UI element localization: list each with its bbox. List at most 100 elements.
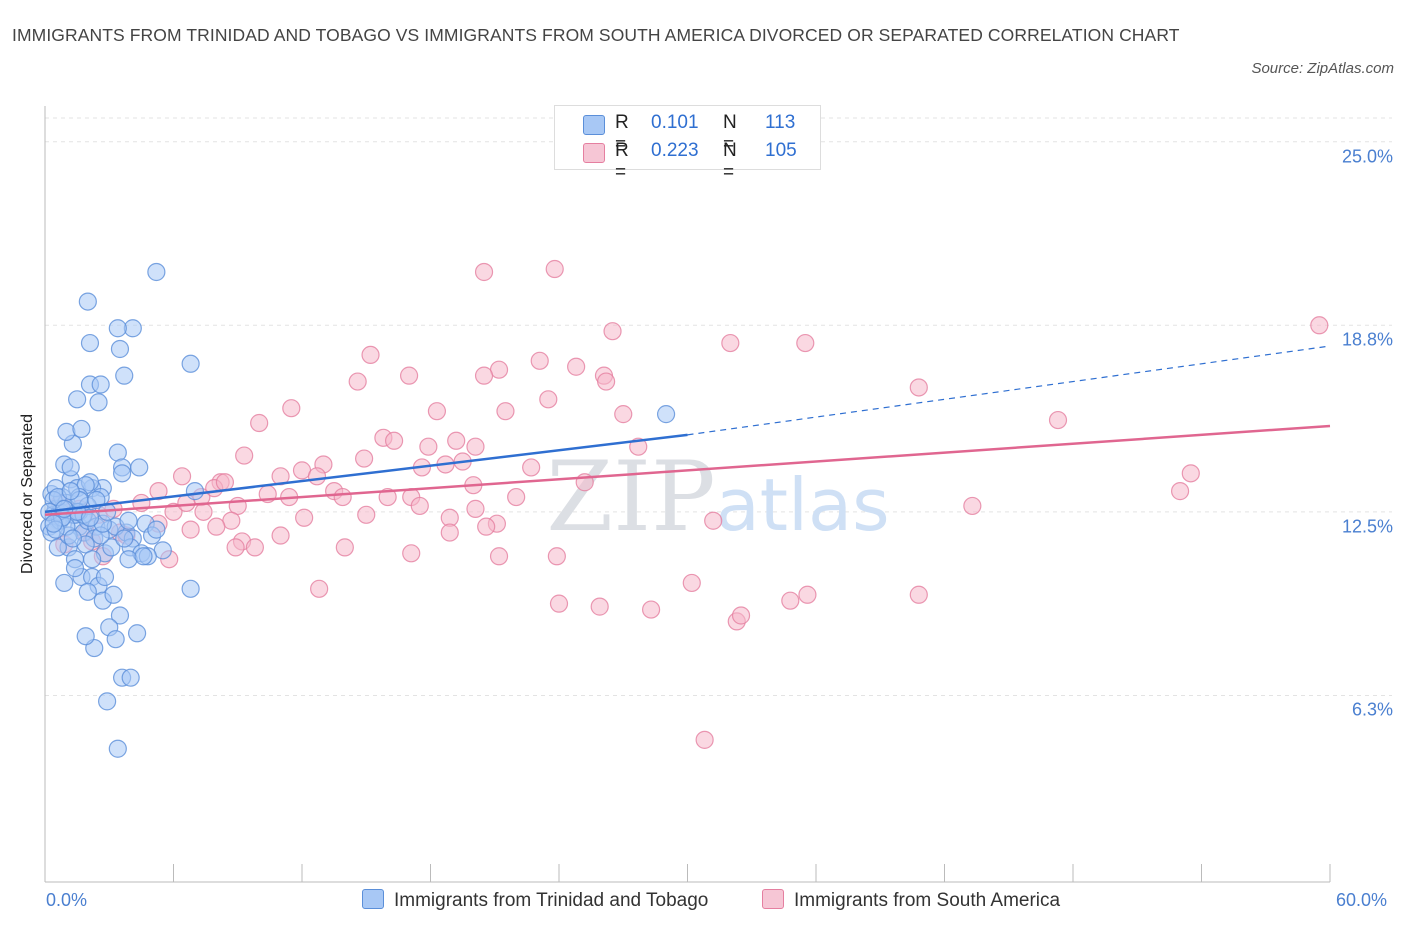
data-point	[207, 517, 226, 536]
data-point	[83, 550, 102, 569]
data-point	[539, 390, 558, 409]
data-point	[57, 422, 76, 441]
data-point	[466, 499, 485, 518]
data-point	[399, 366, 419, 385]
data-point	[48, 538, 67, 557]
data-point	[963, 496, 982, 516]
data-point	[108, 739, 127, 758]
gridlines	[45, 117, 1392, 696]
data-point	[61, 458, 80, 477]
bottom-legend-south-america: Immigrants from South America	[762, 889, 1060, 912]
data-point	[215, 473, 234, 492]
data-point	[194, 502, 213, 521]
data-point	[384, 431, 404, 450]
data-point	[547, 547, 566, 566]
data-point	[112, 464, 132, 483]
data-point	[447, 431, 466, 450]
data-point	[590, 597, 609, 616]
series-trinidad-points	[40, 262, 676, 758]
r-label: R =	[615, 112, 629, 155]
data-point	[185, 482, 205, 501]
data-point	[307, 467, 327, 486]
data-point	[682, 573, 701, 593]
data-point	[530, 351, 549, 370]
data-point	[1170, 482, 1190, 501]
data-point	[1310, 316, 1329, 335]
data-point	[147, 262, 166, 282]
series-name: Immigrants from Trinidad and Tobago	[394, 890, 709, 911]
data-point	[104, 585, 123, 604]
source-label: Source: ZipAtlas.com	[1251, 60, 1394, 77]
data-point	[357, 505, 376, 524]
y-tick-label: 18.8%	[1341, 329, 1393, 350]
legend-swatch-blue	[583, 115, 605, 135]
data-point	[121, 668, 140, 687]
trend-line-south-america	[44, 424, 1331, 517]
data-point	[466, 437, 485, 456]
data-point	[656, 405, 676, 424]
n-label: N =	[723, 112, 737, 155]
data-point	[98, 692, 117, 711]
data-point	[295, 508, 314, 527]
data-point	[1048, 410, 1068, 430]
x-tick-min: 0.0%	[46, 890, 88, 910]
data-point	[440, 523, 459, 542]
data-point	[597, 372, 616, 391]
data-point	[489, 547, 509, 566]
data-point	[44, 514, 63, 533]
data-point	[731, 606, 751, 625]
data-point	[95, 567, 115, 587]
data-point	[641, 600, 661, 619]
stats-legend: R = 0.101 N = 113 R = 0.223 N = 105	[554, 105, 821, 183]
data-point	[348, 372, 367, 391]
data-point	[474, 262, 494, 282]
data-point	[235, 446, 254, 465]
data-point	[106, 630, 125, 649]
data-point	[909, 378, 928, 397]
data-point	[614, 405, 633, 424]
data-point	[78, 582, 97, 601]
x-tick-max: 60.0%	[1336, 890, 1388, 910]
chart-title: IMMIGRANTS FROM TRINIDAD AND TOBAGO VS I…	[12, 25, 1180, 45]
data-point	[102, 538, 121, 557]
data-point	[545, 259, 564, 279]
data-point	[149, 482, 168, 501]
bottom-swatch-pink	[762, 889, 784, 909]
y-tick-label: 6.3%	[1351, 699, 1393, 720]
data-point	[181, 520, 200, 539]
data-point	[549, 594, 569, 613]
data-point	[796, 333, 815, 353]
data-point	[909, 585, 928, 604]
trend-line-trinidad-extension	[687, 345, 1331, 436]
data-point	[130, 458, 149, 477]
data-point	[72, 419, 91, 439]
data-point	[127, 624, 147, 643]
r-label: R =	[615, 140, 629, 183]
data-point	[781, 591, 800, 610]
data-point	[477, 517, 496, 536]
data-point	[89, 393, 108, 412]
data-point	[603, 322, 622, 341]
data-point	[245, 538, 264, 557]
data-point	[63, 529, 82, 548]
data-point	[65, 559, 85, 578]
data-point	[91, 375, 110, 394]
data-point	[282, 399, 301, 418]
data-point	[226, 538, 245, 557]
data-point	[119, 550, 138, 569]
data-point	[361, 345, 380, 364]
data-point	[181, 354, 200, 373]
data-point	[704, 511, 723, 530]
data-point	[496, 402, 515, 421]
data-point	[55, 573, 74, 593]
data-point	[427, 402, 447, 421]
data-point	[68, 390, 87, 409]
data-point	[76, 627, 95, 646]
bottom-swatch-blue	[362, 889, 384, 909]
data-point	[271, 526, 290, 545]
data-point	[798, 585, 817, 604]
trend-line-trinidad	[44, 433, 688, 514]
data-point	[115, 529, 134, 548]
data-point	[1181, 464, 1200, 483]
